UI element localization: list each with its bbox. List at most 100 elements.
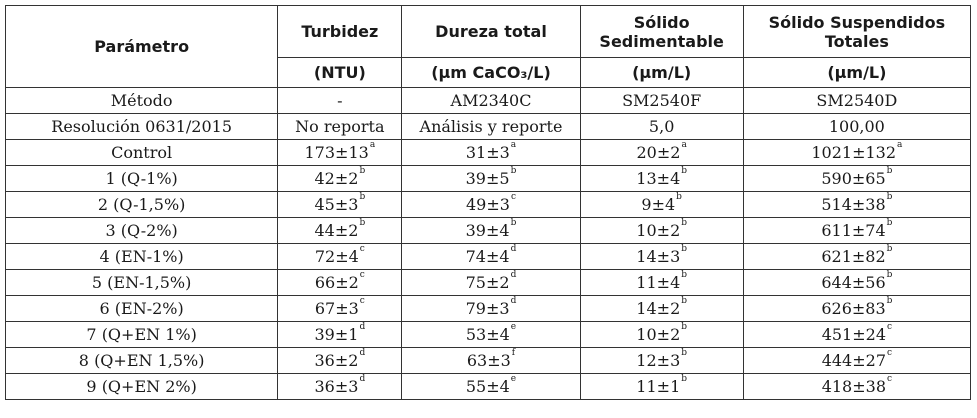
cell-value: 72±4: [314, 247, 359, 266]
table-cell: 45±3b: [277, 191, 403, 218]
row-label: Control: [4, 139, 279, 166]
cell-value: 418±38: [821, 377, 886, 396]
significance-letter: b: [886, 166, 893, 177]
table-cell: 11±1b: [579, 373, 744, 400]
table-row: 2 (Q-1,5%) 45±3b 49±3c 9±4b 514±38b: [4, 191, 972, 218]
significance-letter: a: [510, 140, 517, 151]
row-label: 9 (Q+EN 2%): [4, 373, 279, 400]
significance-letter: c: [887, 374, 893, 385]
cell-value: 11±4: [636, 273, 681, 292]
significance-letter: d: [510, 296, 517, 307]
results-table: Parámetro Turbidez Dureza total Sólido S…: [4, 5, 972, 400]
row-label: 7 (Q+EN 1%): [4, 321, 279, 348]
parameter-header: Parámetro: [4, 5, 279, 88]
table-cell: Análisis y reporte: [401, 113, 581, 140]
table-cell: SM2540D: [742, 87, 972, 114]
table-body: Método - AM2340C SM2540F SM2540D Resoluc…: [4, 87, 972, 400]
significance-letter: b: [886, 244, 893, 255]
hardness-unit: (μm CaCO₃/L): [401, 57, 581, 88]
cell-value: 74±4: [465, 247, 510, 266]
table-cell: No reporta: [277, 113, 403, 140]
table-cell: 42±2b: [277, 165, 403, 192]
cell-value: 42±2: [314, 169, 359, 188]
table-cell: 1021±132a: [742, 139, 972, 166]
cell-value: 75±2: [465, 273, 510, 292]
cell-value: 626±83: [821, 299, 886, 318]
table-cell: 514±38b: [742, 191, 972, 218]
row-label: 5 (EN-1,5%): [4, 269, 279, 296]
table-row: 7 (Q+EN 1%) 39±1d 53±4e 10±2b 451±24c: [4, 321, 972, 348]
table-cell: 39±4b: [401, 217, 581, 244]
cell-value: 44±2: [314, 221, 359, 240]
significance-letter: a: [369, 140, 376, 151]
table-cell: 44±2b: [277, 217, 403, 244]
significance-letter: b: [886, 296, 893, 307]
cell-value: 45±3: [314, 195, 359, 214]
cell-value: 10±2: [636, 221, 681, 240]
table-row: 1 (Q-1%) 42±2b 39±5b 13±4b 590±65b: [4, 165, 972, 192]
table-cell: 11±4b: [579, 269, 744, 296]
table-cell: 53±4e: [401, 321, 581, 348]
cell-value: 1021±132: [811, 143, 897, 162]
significance-letter: c: [359, 270, 365, 281]
significance-letter: f: [511, 348, 516, 359]
significance-letter: d: [359, 322, 366, 333]
table-cell: 10±2b: [579, 321, 744, 348]
table-cell: 173±13a: [277, 139, 403, 166]
table-cell: 36±3d: [277, 373, 403, 400]
table-cell: 444±27c: [742, 347, 972, 374]
cell-value: 31±3: [465, 143, 510, 162]
significance-letter: c: [359, 244, 365, 255]
significance-letter: b: [681, 374, 688, 385]
significance-letter: b: [681, 322, 688, 333]
significance-letter: b: [510, 218, 517, 229]
significance-letter: c: [887, 322, 893, 333]
table-cell: 74±4d: [401, 243, 581, 270]
table-cell: 14±2b: [579, 295, 744, 322]
table-cell: -: [277, 87, 403, 114]
cell-value: 451±24: [821, 325, 886, 344]
cell-value: 173±13: [304, 143, 369, 162]
significance-letter: b: [681, 166, 688, 177]
table-cell: 14±3b: [579, 243, 744, 270]
table-cell: 63±3f: [401, 347, 581, 374]
table-cell: 66±2c: [277, 269, 403, 296]
table-cell: 451±24c: [742, 321, 972, 348]
suspended-solids-unit: (μm/L): [742, 57, 972, 88]
table-cell: 5,0: [579, 113, 744, 140]
significance-letter: c: [359, 296, 365, 307]
cell-value: 644±56: [821, 273, 886, 292]
significance-letter: b: [681, 348, 688, 359]
significance-letter: b: [681, 218, 688, 229]
table-cell: 100,00: [742, 113, 972, 140]
cell-value: 36±3: [314, 377, 359, 396]
cell-value: 39±1: [314, 325, 359, 344]
cell-value: 611±74: [821, 221, 886, 240]
table-cell: 49±3c: [401, 191, 581, 218]
table-cell: 72±4c: [277, 243, 403, 270]
table-cell: 79±3d: [401, 295, 581, 322]
turbidity-header: Turbidez: [277, 5, 403, 58]
cell-value: 39±5: [465, 169, 510, 188]
significance-letter: b: [681, 296, 688, 307]
cell-value: 49±3: [465, 195, 510, 214]
significance-letter: a: [681, 140, 687, 151]
significance-letter: c: [510, 192, 516, 203]
table-cell: 9±4b: [579, 191, 744, 218]
table-row: 9 (Q+EN 2%) 36±3d 55±4e 11±1b 418±38c: [4, 373, 972, 400]
significance-letter: b: [886, 218, 893, 229]
settleable-solids-header: Sólido Sedimentable: [579, 5, 744, 58]
cell-value: 10±2: [636, 325, 681, 344]
row-label: Resolución 0631/2015: [4, 113, 279, 140]
table-cell: 611±74b: [742, 217, 972, 244]
significance-letter: e: [510, 322, 517, 333]
row-label: 8 (Q+EN 1,5%): [4, 347, 279, 374]
significance-letter: d: [510, 270, 517, 281]
table-cell: 12±3b: [579, 347, 744, 374]
table-cell: 626±83b: [742, 295, 972, 322]
header-row-names: Parámetro Turbidez Dureza total Sólido S…: [4, 5, 972, 88]
cell-value: 36±2: [314, 351, 359, 370]
significance-letter: e: [510, 374, 517, 385]
row-label: Método: [4, 87, 279, 114]
table-cell: 10±2b: [579, 217, 744, 244]
